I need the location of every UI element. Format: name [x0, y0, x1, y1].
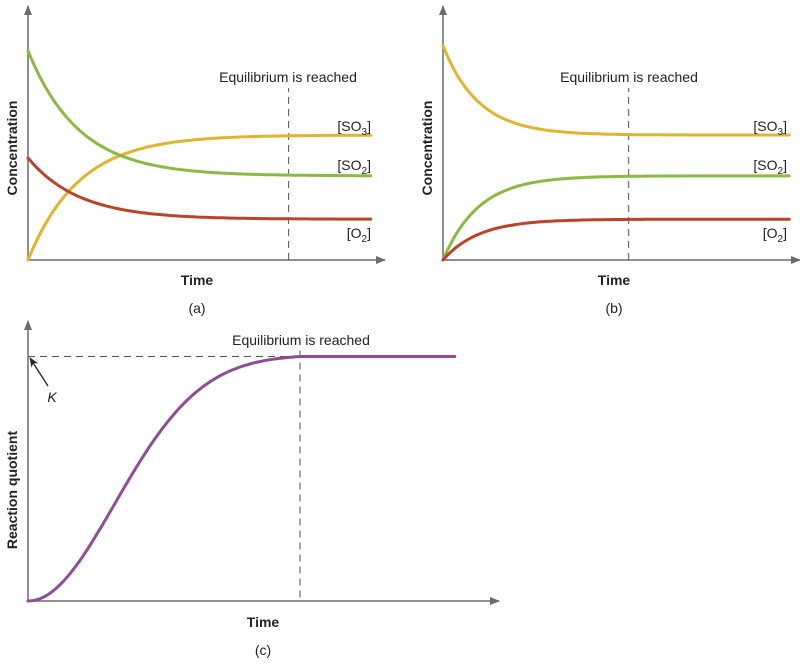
panel-label: (b) [605, 300, 622, 316]
series-label-so2: [SO2] [337, 157, 371, 177]
panel-b: Equilibrium is reached [SO3] [SO2] [O2] … [419, 5, 800, 316]
equilibrium-annotation: Equilibrium is reached [219, 69, 357, 85]
y-axis-label: Concentration [419, 101, 435, 196]
panel-label: (a) [188, 300, 205, 316]
panel-a: Equilibrium is reached [SO3] [SO2] [O2] … [4, 5, 386, 316]
equilibrium-annotation: Equilibrium is reached [560, 69, 698, 85]
k-label: K [47, 389, 57, 405]
series-label-so3: [SO3] [753, 118, 787, 138]
k-pointer-arrow [29, 357, 49, 387]
series-line-reaction-quotient [26, 355, 457, 603]
series-line-so2 [26, 49, 373, 178]
x-axis-label: Time [598, 272, 631, 288]
series-label-o2: [O2] [763, 225, 787, 245]
series-label-so3: [SO3] [337, 118, 371, 138]
series-line-so2 [441, 174, 791, 262]
x-axis-label: Time [247, 614, 280, 630]
series-line-so3 [441, 44, 791, 137]
series-label-o2: [O2] [347, 225, 371, 245]
equilibrium-annotation: Equilibrium is reached [232, 332, 370, 348]
series-label-so2: [SO2] [753, 157, 787, 177]
x-axis-label: Time [181, 272, 214, 288]
series-line-o2 [441, 217, 791, 262]
series-line-o2 [26, 156, 373, 221]
panel-c: K Equilibrium is reached Time Reaction q… [4, 320, 500, 658]
y-axis-label: Reaction quotient [4, 431, 20, 550]
series-line-so3 [26, 133, 373, 262]
panel-label: (c) [255, 642, 271, 658]
y-axis-label: Concentration [4, 101, 20, 196]
